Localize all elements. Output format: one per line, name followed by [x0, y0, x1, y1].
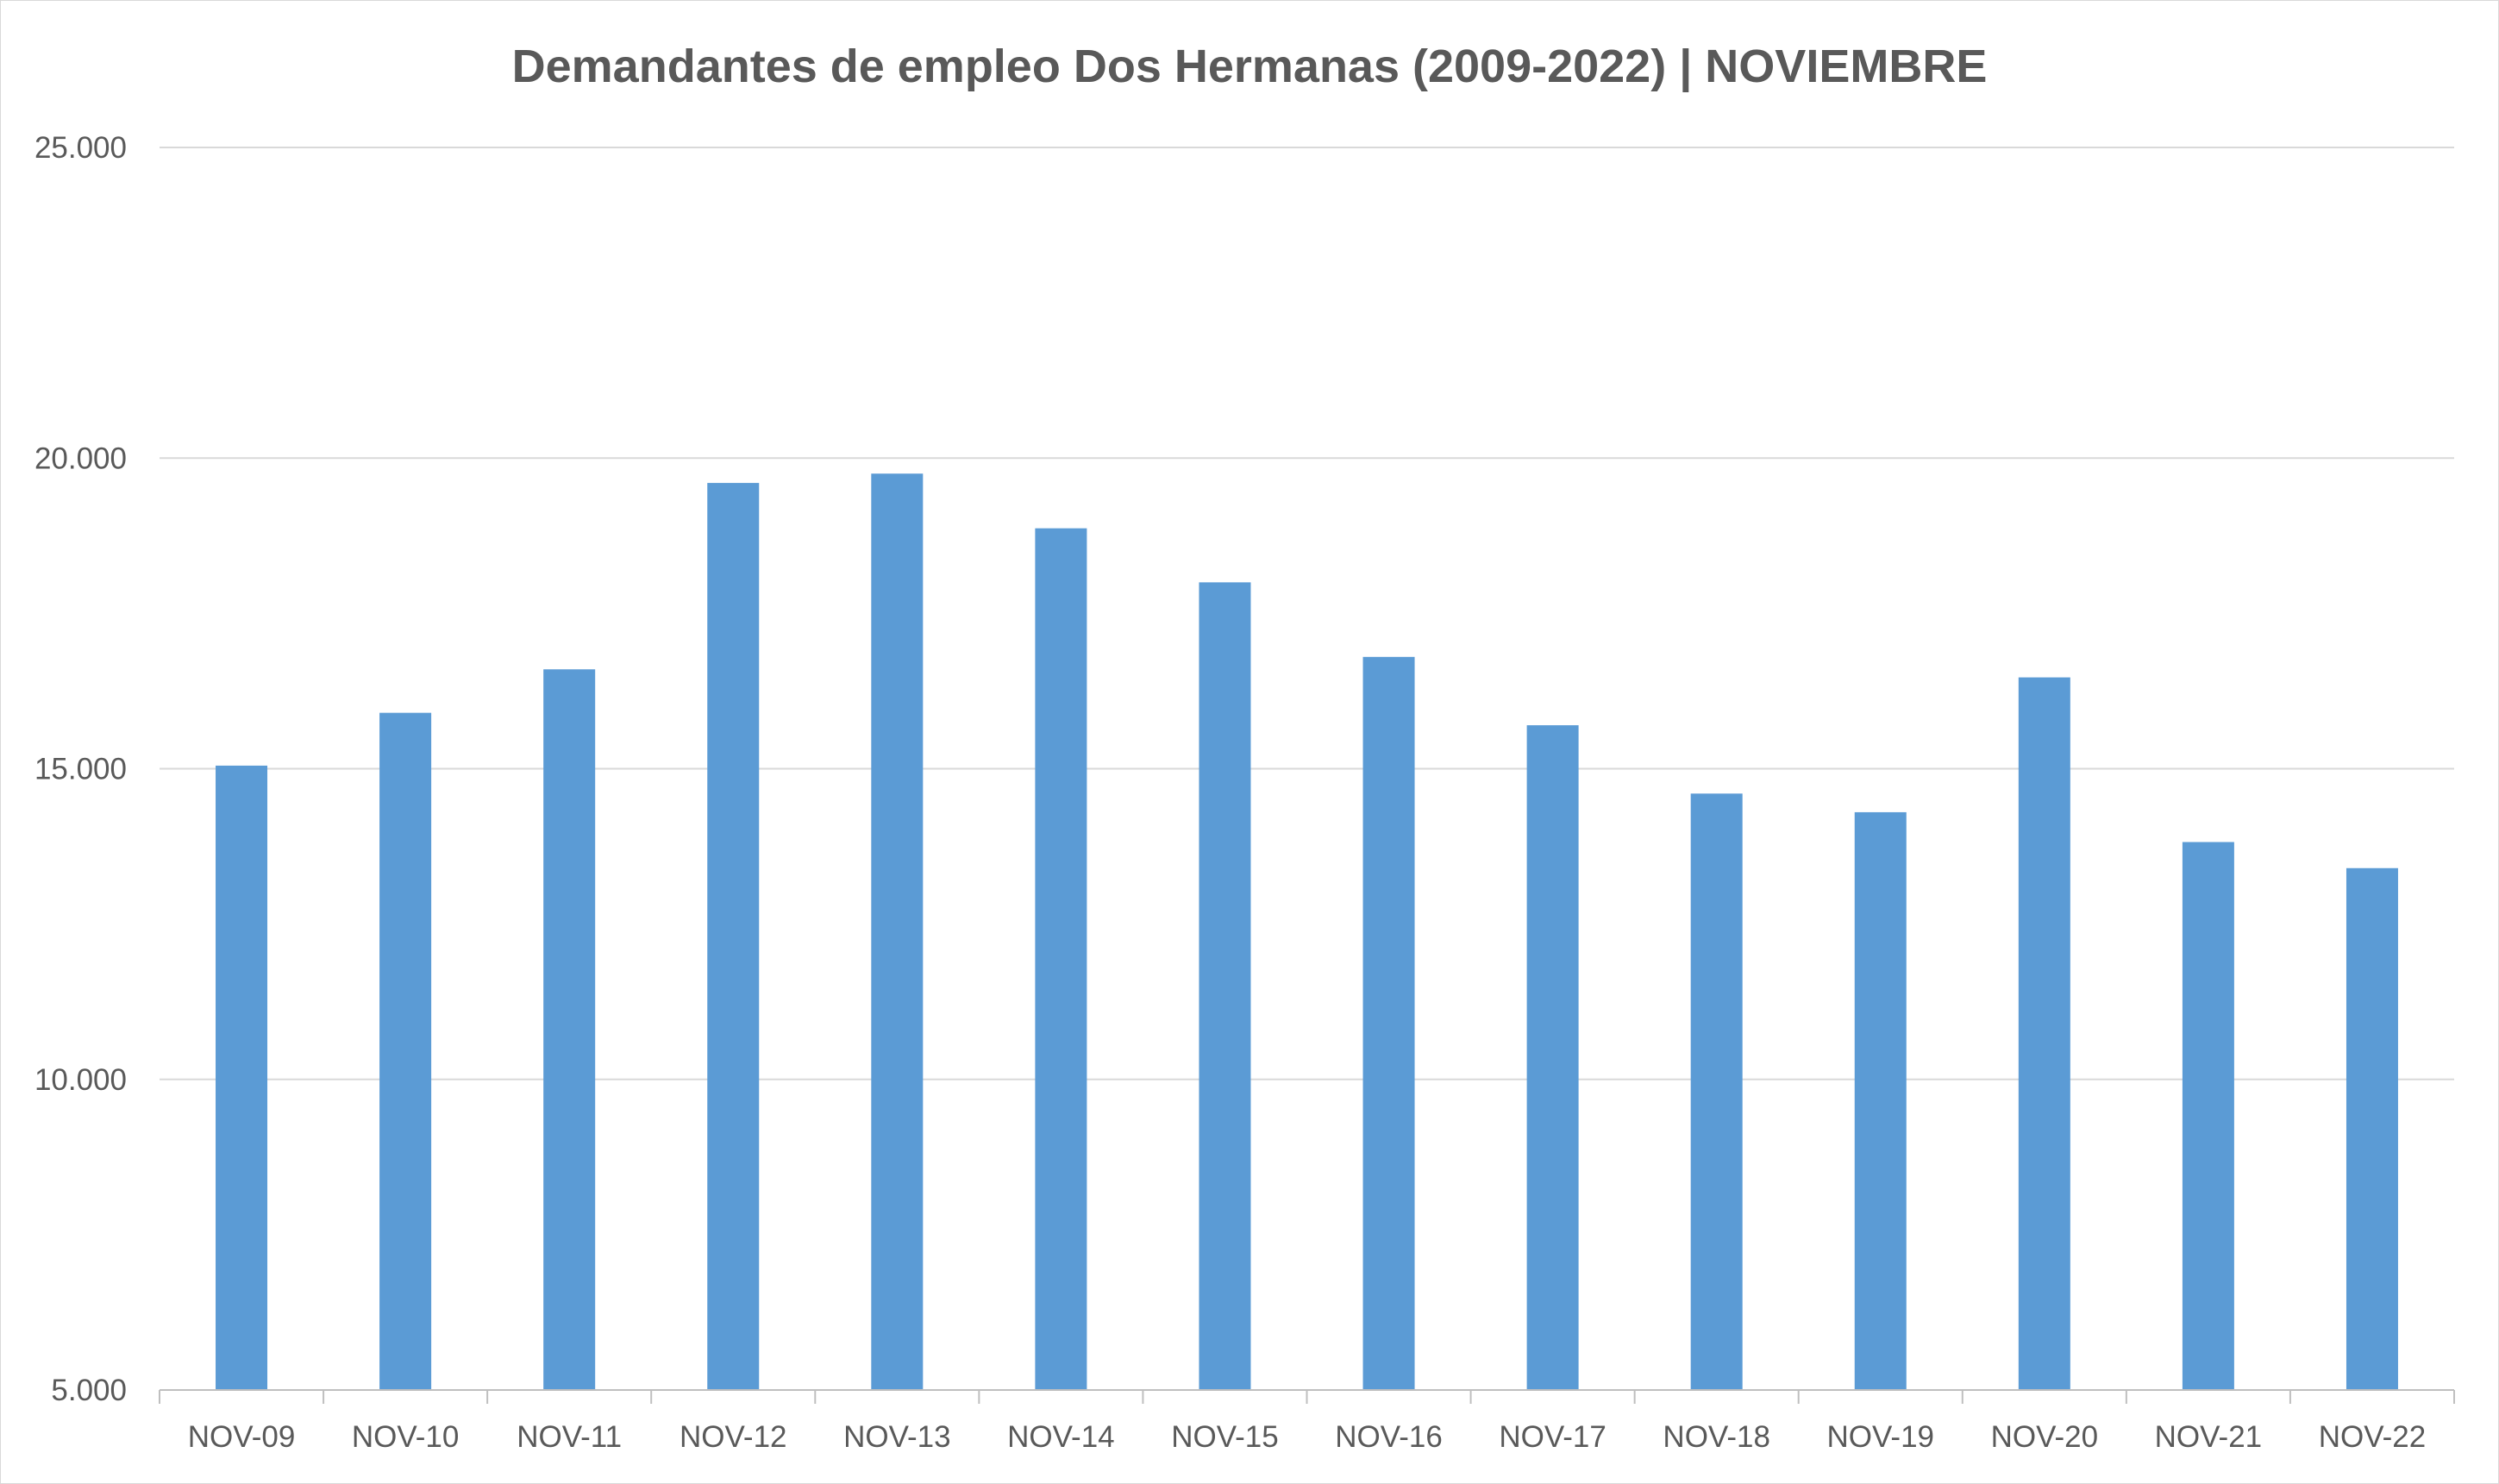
bar	[2346, 867, 2398, 1390]
x-tick-label: NOV-09	[188, 1420, 296, 1454]
x-tick-label: NOV-18	[1663, 1420, 1770, 1454]
x-tick-label: NOV-20	[1991, 1420, 2099, 1454]
y-tick-label: 5.000	[51, 1374, 127, 1407]
bar	[216, 765, 268, 1390]
x-tick-label: NOV-22	[2319, 1420, 2427, 1454]
bar	[1035, 528, 1087, 1390]
y-tick-label: 25.000	[34, 131, 127, 165]
bar	[1526, 725, 1579, 1390]
bars	[216, 473, 2398, 1391]
bar	[2018, 677, 2070, 1390]
x-tick-label: NOV-16	[1335, 1420, 1443, 1454]
bar	[1854, 811, 1907, 1390]
x-tick-label: NOV-14	[1007, 1420, 1115, 1454]
y-tick-label: 15.000	[34, 753, 127, 786]
x-tick-label: NOV-21	[2155, 1420, 2263, 1454]
x-tick-label: NOV-15	[1171, 1420, 1279, 1454]
x-tick-label: NOV-17	[1499, 1420, 1606, 1454]
bar	[1199, 582, 1251, 1390]
gridlines	[160, 147, 2454, 1080]
bar	[1690, 793, 1743, 1390]
y-tick-label: 10.000	[34, 1063, 127, 1097]
x-axis: NOV-09 NOV-10 NOV-11 NOV-12 NOV-13 NOV-14 NOV-…	[159, 1389, 2455, 1454]
x-tick-label: NOV-10	[352, 1420, 460, 1454]
y-tick-label: 20.000	[34, 441, 127, 475]
x-tick-label: NOV-13	[843, 1420, 951, 1454]
bar	[2182, 842, 2234, 1390]
bar	[871, 473, 924, 1391]
x-tick-label: NOV-19	[1827, 1420, 1935, 1454]
bar	[379, 712, 432, 1390]
bar	[543, 669, 596, 1390]
chart-title: Demandantes de empleo Dos Hermanas (2009…	[512, 41, 1988, 93]
x-tick-label: NOV-12	[680, 1420, 787, 1454]
bar	[1362, 656, 1415, 1390]
x-tick-label: NOV-11	[517, 1420, 622, 1454]
bar	[707, 483, 760, 1390]
y-axis: 5.000 10.000 15.000 20.000 25.000	[34, 131, 127, 1407]
